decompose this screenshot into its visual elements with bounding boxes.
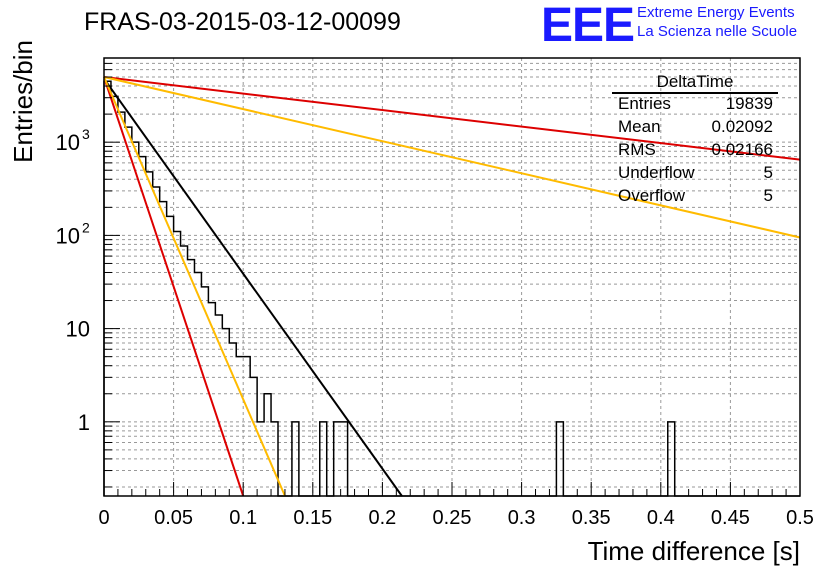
x-tick-label: 0.45 — [711, 507, 750, 529]
y-axis-label: Entries/bin — [8, 40, 38, 163]
histogram-bin — [264, 394, 271, 496]
stats-divider — [612, 92, 778, 94]
fit-curve — [103, 76, 286, 497]
stat-value: 5 — [763, 163, 773, 182]
x-tick-label: 0.05 — [154, 507, 193, 529]
y-tick-exponent: 3 — [82, 126, 90, 142]
x-axis-label: Time difference [s] — [588, 536, 800, 566]
logo-line-1: Extreme Energy Events — [637, 4, 795, 21]
x-tick-label: 0.4 — [647, 507, 675, 529]
stat-key: RMS — [618, 140, 656, 159]
x-tick-label: 0 — [98, 507, 109, 529]
x-tick-label: 0.2 — [368, 507, 396, 529]
y-tick-exponent: 2 — [82, 219, 90, 235]
x-tick-label: 0.15 — [293, 507, 332, 529]
y-tick-label: 1 — [78, 410, 90, 435]
y-tick-label: 10 — [56, 130, 80, 155]
fit-curves — [103, 76, 801, 497]
stat-key: Mean — [618, 117, 661, 136]
x-tick-label: 0.1 — [229, 507, 257, 529]
stats-box: DeltaTime Entries 19839 Mean 0.02092 RMS… — [612, 72, 778, 208]
logo-line-2: La Scienza nelle Scuole — [637, 23, 798, 40]
y-tick-label: 10 — [56, 223, 80, 248]
y-tick-label: 10 — [66, 317, 90, 342]
x-tick-label: 0.5 — [786, 507, 814, 529]
histogram-bin — [174, 232, 181, 496]
histogram-bin — [194, 272, 201, 496]
fit-curve — [103, 76, 801, 161]
histogram-bin — [118, 112, 125, 496]
stat-value: 5 — [763, 186, 773, 205]
histogram-bin — [125, 127, 132, 496]
stat-value: 0.02092 — [711, 117, 773, 136]
x-tick-label: 0.35 — [572, 507, 611, 529]
histogram-bin — [104, 81, 111, 496]
fit-curve — [103, 76, 245, 497]
stat-key: Overflow — [618, 186, 686, 205]
stat-value: 19839 — [725, 94, 773, 113]
x-tick-label: 0.3 — [508, 507, 536, 529]
page-title: FRAS-03-2015-03-12-00099 — [84, 8, 401, 36]
x-tick-label: 0.25 — [433, 507, 472, 529]
stats-title: DeltaTime — [656, 72, 734, 91]
fit-curve — [103, 78, 403, 497]
stat-key: Underflow — [618, 163, 695, 182]
fit-curve — [103, 76, 801, 239]
stat-value: 0.02166 — [711, 140, 773, 159]
stat-key: Entries — [618, 94, 671, 113]
x-axis: 0 0.05 0.1 0.15 0.2 0.25 0.3 0.35 0.4 0.45 0.5 — [98, 482, 814, 529]
eee-logo: EEE — [541, 0, 635, 52]
